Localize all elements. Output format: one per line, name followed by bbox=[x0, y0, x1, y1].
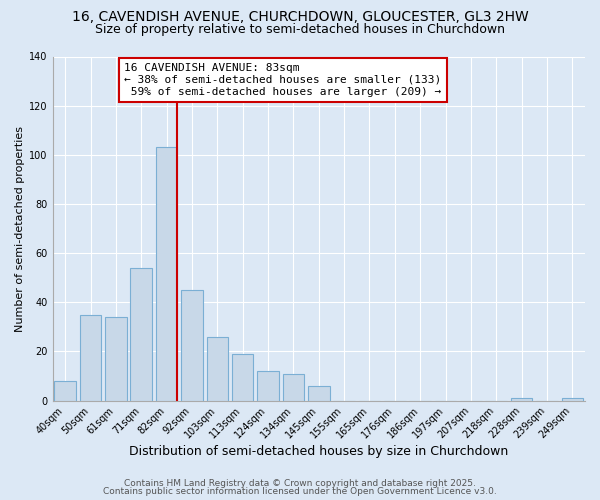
Y-axis label: Number of semi-detached properties: Number of semi-detached properties bbox=[15, 126, 25, 332]
Bar bbox=[232, 354, 253, 401]
Bar bbox=[308, 386, 329, 400]
Text: Size of property relative to semi-detached houses in Churchdown: Size of property relative to semi-detach… bbox=[95, 22, 505, 36]
Bar bbox=[55, 381, 76, 400]
Bar bbox=[283, 374, 304, 400]
X-axis label: Distribution of semi-detached houses by size in Churchdown: Distribution of semi-detached houses by … bbox=[129, 444, 508, 458]
Bar bbox=[80, 314, 101, 400]
Bar bbox=[511, 398, 532, 400]
Bar bbox=[181, 290, 203, 401]
Bar bbox=[257, 371, 279, 400]
Text: 16 CAVENDISH AVENUE: 83sqm
← 38% of semi-detached houses are smaller (133)
 59% : 16 CAVENDISH AVENUE: 83sqm ← 38% of semi… bbox=[124, 64, 442, 96]
Text: 16, CAVENDISH AVENUE, CHURCHDOWN, GLOUCESTER, GL3 2HW: 16, CAVENDISH AVENUE, CHURCHDOWN, GLOUCE… bbox=[71, 10, 529, 24]
Bar bbox=[562, 398, 583, 400]
Text: Contains HM Land Registry data © Crown copyright and database right 2025.: Contains HM Land Registry data © Crown c… bbox=[124, 478, 476, 488]
Bar bbox=[130, 268, 152, 400]
Bar bbox=[206, 336, 228, 400]
Text: Contains public sector information licensed under the Open Government Licence v3: Contains public sector information licen… bbox=[103, 487, 497, 496]
Bar bbox=[105, 317, 127, 400]
Bar bbox=[156, 148, 178, 400]
